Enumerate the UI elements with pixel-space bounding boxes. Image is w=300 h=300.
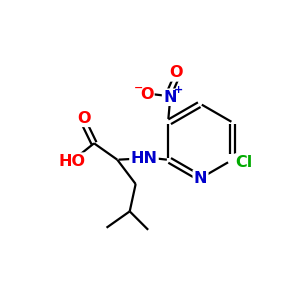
Text: Cl: Cl xyxy=(236,154,253,169)
Text: O: O xyxy=(140,87,153,102)
Text: HO: HO xyxy=(59,154,86,169)
Text: O: O xyxy=(169,65,182,80)
Text: O: O xyxy=(77,111,90,126)
Text: −: − xyxy=(134,83,143,93)
Text: N: N xyxy=(194,171,207,186)
Text: N: N xyxy=(163,90,177,105)
Text: HN: HN xyxy=(130,151,158,166)
Text: +: + xyxy=(173,85,183,95)
